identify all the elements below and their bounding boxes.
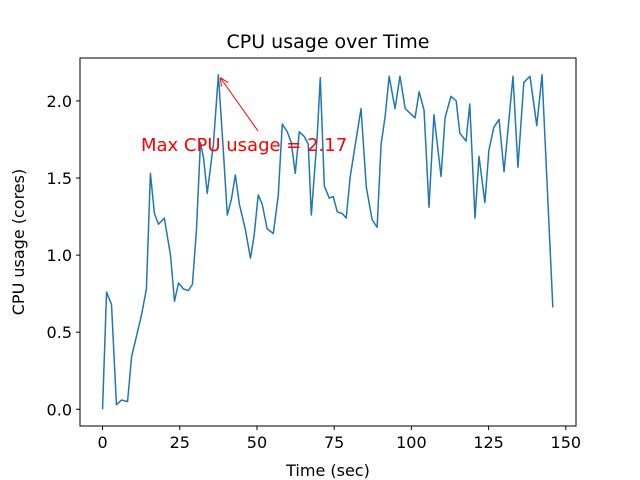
x-tick-label: 25: [170, 433, 190, 452]
plot-frame: [79, 57, 577, 427]
x-tick-label: 50: [247, 433, 267, 452]
y-tick-label: 0.0: [47, 400, 72, 419]
x-tick-label: 100: [396, 433, 427, 452]
x-tick-label: 0: [97, 433, 107, 452]
annotation-arrow: [219, 77, 259, 132]
chart-title: CPU usage over Time: [227, 31, 430, 53]
y-tick-label: 0.5: [47, 323, 72, 342]
y-tick-label: 1.5: [47, 169, 72, 188]
y-axis-label: CPU usage (cores): [9, 169, 28, 315]
annotation: Max CPU usage = 2.17: [141, 135, 347, 156]
x-tick-label: 125: [473, 433, 504, 452]
y-tick-label: 1.0: [47, 246, 72, 265]
x-tick-label: 150: [551, 433, 582, 452]
annotation-arrowhead: [219, 77, 229, 87]
x-axis-label: Time (sec): [285, 461, 370, 480]
line-series: [101, 73, 554, 410]
y-tick-label: 2.0: [47, 92, 72, 111]
x-tick-label: 75: [324, 433, 344, 452]
